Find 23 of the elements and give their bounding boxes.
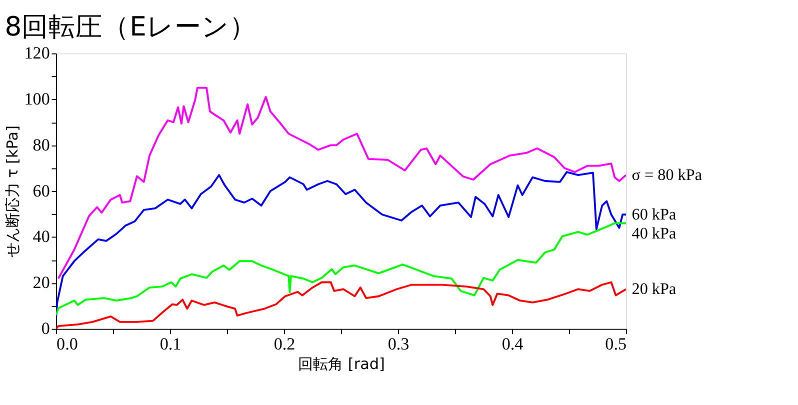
line-series bbox=[56, 222, 626, 316]
line-series bbox=[57, 86, 626, 280]
x-tick-label: 0.1 bbox=[160, 334, 182, 354]
y-tick-label: 40 bbox=[32, 227, 50, 246]
series-label: 40 kPa bbox=[632, 225, 676, 242]
chart-title: 8回転圧（Eレーン） bbox=[4, 11, 256, 42]
y-tick-label: 100 bbox=[24, 89, 50, 108]
y-tick-label: 20 bbox=[32, 273, 50, 292]
y-tick-label: 0 bbox=[41, 319, 50, 338]
series-label: 20 kPa bbox=[632, 280, 676, 298]
x-axis-title: 回転角 [rad] bbox=[298, 355, 385, 374]
x-tick-label: 0.5 bbox=[605, 334, 627, 354]
series-label: 60 kPa bbox=[632, 206, 676, 224]
line-series bbox=[56, 171, 626, 318]
x-tick-label: 0.0 bbox=[56, 334, 78, 354]
x-tick-label: 0.3 bbox=[388, 334, 410, 354]
y-tick-label: 60 bbox=[32, 181, 50, 200]
y-tick-label: 80 bbox=[32, 135, 50, 154]
x-tick-label: 0.4 bbox=[502, 334, 524, 354]
y-tick-label: 120 bbox=[24, 44, 50, 63]
x-tick-label: 0.2 bbox=[274, 334, 296, 354]
y-axis-title: せん断応力 τ [kPa] bbox=[4, 125, 22, 258]
series-label: σ = 80 kPa bbox=[632, 166, 702, 184]
